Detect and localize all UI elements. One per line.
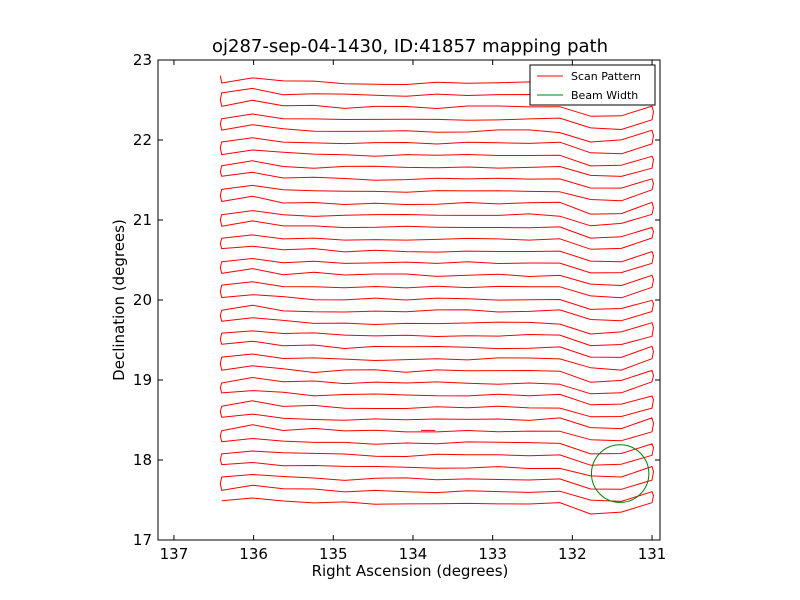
x-axis-label: Right Ascension (degrees)	[312, 562, 509, 580]
x-tick-label: 134	[399, 545, 428, 563]
y-tick-label: 23	[133, 51, 152, 69]
y-tick-label: 19	[133, 371, 152, 389]
beam-width-circle	[590, 444, 650, 503]
legend: Scan Pattern Beam Width	[529, 64, 656, 106]
chart-title: oj287-sep-04-1430, ID:41857 mapping path	[212, 36, 608, 57]
scan-pattern-path	[219, 75, 654, 515]
y-tick-label: 17	[133, 531, 152, 549]
x-tick-label: 133	[478, 545, 507, 563]
x-tick-label: 132	[558, 545, 587, 563]
y-tick-label: 18	[133, 451, 152, 469]
x-tick-label: 135	[319, 545, 348, 563]
plot-data	[219, 75, 654, 515]
legend-label-scan-pattern: Scan Pattern	[571, 70, 641, 83]
y-tick-label: 22	[133, 131, 152, 149]
y-tick-label: 20	[133, 291, 152, 309]
x-tick-label: 136	[239, 545, 268, 563]
legend-box	[529, 64, 656, 106]
axis-ticks: 137 136 135 134 133 132 131 17 18 19 20 21 22 23	[133, 51, 666, 563]
legend-label-beam-width: Beam Width	[571, 89, 638, 102]
y-tick-label: 21	[133, 211, 152, 229]
x-tick-label: 137	[160, 545, 189, 563]
x-tick-label: 131	[638, 545, 667, 563]
y-axis-label: Declination (degrees)	[110, 219, 128, 381]
